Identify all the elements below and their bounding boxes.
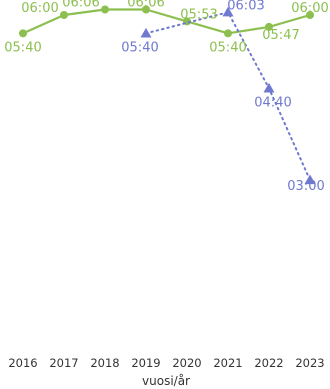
data-point-marker — [19, 29, 27, 38]
series-blue-line — [145, 11, 311, 181]
x-axis-title: vuosi/år — [142, 374, 190, 388]
data-point-marker — [224, 29, 232, 38]
x-tick-label: 2017 — [49, 356, 78, 370]
data-label: 05:40 — [209, 40, 246, 55]
data-point-marker — [142, 5, 150, 14]
x-tick-label: 2021 — [213, 356, 242, 370]
series-green — [19, 5, 314, 38]
data-label: 03:00 — [287, 179, 324, 194]
data-point-marker — [140, 27, 152, 38]
data-label: 05:47 — [262, 28, 299, 43]
series-layer — [19, 5, 316, 185]
x-tick-label: 2023 — [295, 356, 324, 370]
x-tick-label: 2022 — [254, 356, 283, 370]
x-tick-label: 2018 — [90, 356, 119, 370]
data-label-layer: 05:40 06:00 06:06 06:06 05:53 05:40 05:47 06:00… — [4, 0, 328, 194]
series-green-line — [22, 8, 311, 35]
data-point-marker — [306, 11, 314, 19]
x-axis: 2016 2017 2018 2019 2020 2021 2022 2023 — [8, 356, 324, 370]
data-label: 06:06 — [127, 0, 164, 11]
data-label: 05:40 — [4, 40, 41, 55]
data-label: 05:40 — [121, 40, 158, 55]
x-tick-label: 2019 — [131, 356, 160, 370]
data-point-marker — [304, 174, 316, 185]
data-point-marker — [222, 6, 234, 17]
data-point-marker — [101, 5, 109, 14]
data-label: 06:00 — [21, 1, 58, 16]
data-point-marker — [265, 22, 273, 31]
data-point-marker — [60, 11, 68, 19]
data-label: 05:53 — [180, 7, 217, 22]
data-label: 04:40 — [254, 95, 291, 110]
data-label: 06:06 — [62, 0, 99, 11]
x-tick-label: 2016 — [8, 356, 37, 370]
x-tick-label: 2020 — [172, 356, 201, 370]
data-label: 06:00 — [291, 1, 328, 16]
data-point-marker — [263, 82, 275, 93]
data-label: 06:03 — [227, 0, 264, 13]
series-blue — [140, 6, 316, 185]
